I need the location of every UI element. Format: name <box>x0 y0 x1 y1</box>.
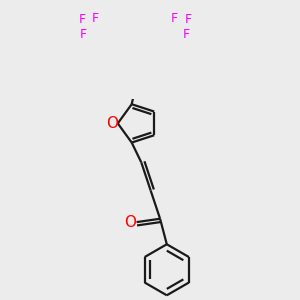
Text: O: O <box>124 215 136 230</box>
Text: F: F <box>183 28 190 41</box>
Text: F: F <box>79 13 86 26</box>
Text: F: F <box>80 28 87 41</box>
Text: F: F <box>171 12 178 25</box>
Text: O: O <box>106 116 119 131</box>
Text: F: F <box>184 13 191 26</box>
Text: F: F <box>92 12 99 25</box>
